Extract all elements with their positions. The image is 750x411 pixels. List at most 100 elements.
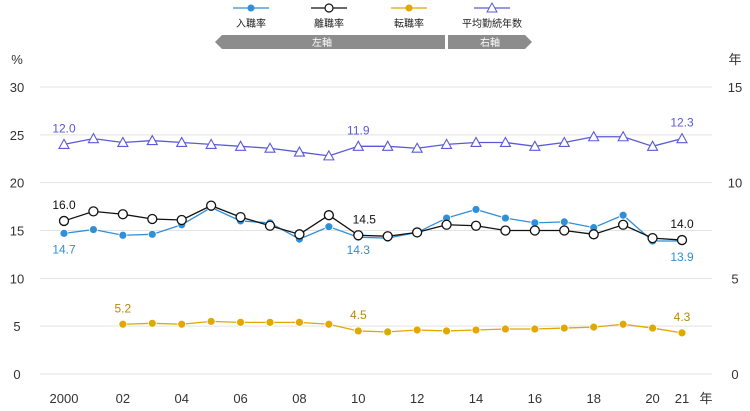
x-tick-label: 21: [675, 391, 689, 406]
data-point: [352, 140, 365, 151]
left-tick-label: 5: [13, 319, 20, 334]
data-point: [176, 214, 187, 226]
left-tick-label: 20: [10, 176, 24, 191]
legend: 入職率 離職率 転職率 平均勤続年数: [233, 1, 522, 30]
left-axis-unit: %: [11, 52, 23, 67]
data-point: [618, 319, 628, 329]
x-tick-label: 20: [645, 391, 659, 406]
data-point: [147, 213, 158, 225]
data-label: 12.3: [670, 116, 694, 130]
x-tick-label: 18: [586, 391, 600, 406]
x-tick-label: 2000: [50, 391, 79, 406]
data-point: [500, 225, 511, 236]
left-axis-band-label: 左軸: [312, 36, 332, 49]
data-label: 12.0: [52, 121, 76, 135]
data-point: [87, 132, 100, 144]
legend-item-s2: 転職率: [391, 4, 427, 30]
left-tick-label: 30: [10, 80, 24, 95]
data-point: [529, 225, 541, 236]
data-point: [676, 132, 688, 144]
data-point: [353, 230, 364, 241]
data-point: [59, 228, 69, 238]
right-axis-band-label: 右軸: [480, 36, 500, 49]
x-tick-label: 14: [469, 391, 483, 406]
series-line: [122, 320, 683, 334]
data-point: [618, 210, 628, 220]
data-point: [587, 130, 600, 142]
right-axis-band: [448, 35, 532, 49]
data-label: 4.3: [674, 310, 691, 324]
data-point: [676, 234, 688, 246]
data-point: [206, 316, 216, 326]
data-point: [234, 140, 247, 151]
data-point: [236, 317, 245, 327]
data-point: [294, 229, 305, 240]
legend-item-s1: 離職率: [311, 3, 347, 30]
data-point: [648, 323, 657, 333]
data-point: [175, 136, 188, 148]
data-point: [617, 130, 630, 142]
data-label: 14.0: [670, 217, 694, 231]
data-point: [264, 220, 276, 231]
data-point: [501, 324, 510, 334]
right-axis-unit: 年: [728, 52, 741, 67]
data-point: [528, 140, 541, 151]
data-point: [118, 230, 128, 240]
series-s1: [58, 200, 688, 246]
data-point: [559, 225, 570, 236]
data-label: 14.7: [52, 242, 76, 256]
x-tick-label: 02: [116, 391, 130, 406]
data-point: [646, 140, 659, 151]
data-point: [205, 138, 218, 149]
data-label: 5.2: [115, 301, 132, 315]
legend-marker: [247, 4, 255, 12]
x-tick-label: 08: [292, 391, 306, 406]
data-point: [58, 215, 70, 227]
legend-marker: [405, 4, 413, 12]
data-point: [617, 219, 629, 230]
data-point: [235, 211, 246, 223]
data-point: [118, 319, 128, 329]
data-label: 11.9: [347, 123, 370, 137]
data-point: [499, 136, 512, 148]
data-point: [381, 140, 394, 151]
series-layer: [58, 130, 688, 338]
right-tick-label: 0: [731, 367, 738, 382]
x-tick-label: 10: [351, 391, 365, 406]
legend-label: 転職率: [394, 17, 424, 30]
data-point: [205, 200, 217, 211]
legend-label: 離職率: [314, 17, 344, 30]
x-axis-unit: 年: [699, 391, 712, 406]
data-point: [146, 134, 159, 146]
data-label: 13.9: [670, 250, 694, 264]
data-point: [559, 323, 569, 333]
data-label: 16.0: [52, 198, 76, 212]
data-point: [117, 209, 129, 220]
data-point: [383, 327, 393, 337]
data-point: [442, 326, 451, 336]
data-point: [382, 231, 393, 242]
data-point: [677, 328, 687, 338]
data-label: 14.5: [353, 212, 377, 226]
left-tick-label: 15: [10, 224, 24, 239]
data-point: [412, 325, 422, 335]
data-point: [440, 138, 453, 149]
data-point: [501, 213, 510, 223]
x-tick-label: 04: [174, 391, 188, 406]
data-point: [530, 324, 540, 334]
data-point: [147, 229, 157, 239]
data-point: [558, 136, 571, 148]
axis-band: 左軸 右軸: [215, 35, 532, 49]
data-point: [471, 205, 481, 214]
data-point: [411, 227, 423, 238]
legend-marker: [324, 3, 334, 13]
left-axis-band: [215, 35, 445, 49]
data-point: [89, 225, 98, 234]
legend-item-s0: 入職率: [233, 4, 269, 30]
data-point: [293, 145, 306, 157]
data-point: [323, 210, 335, 221]
x-tick-label: 12: [410, 391, 424, 406]
data-point: [647, 233, 658, 244]
